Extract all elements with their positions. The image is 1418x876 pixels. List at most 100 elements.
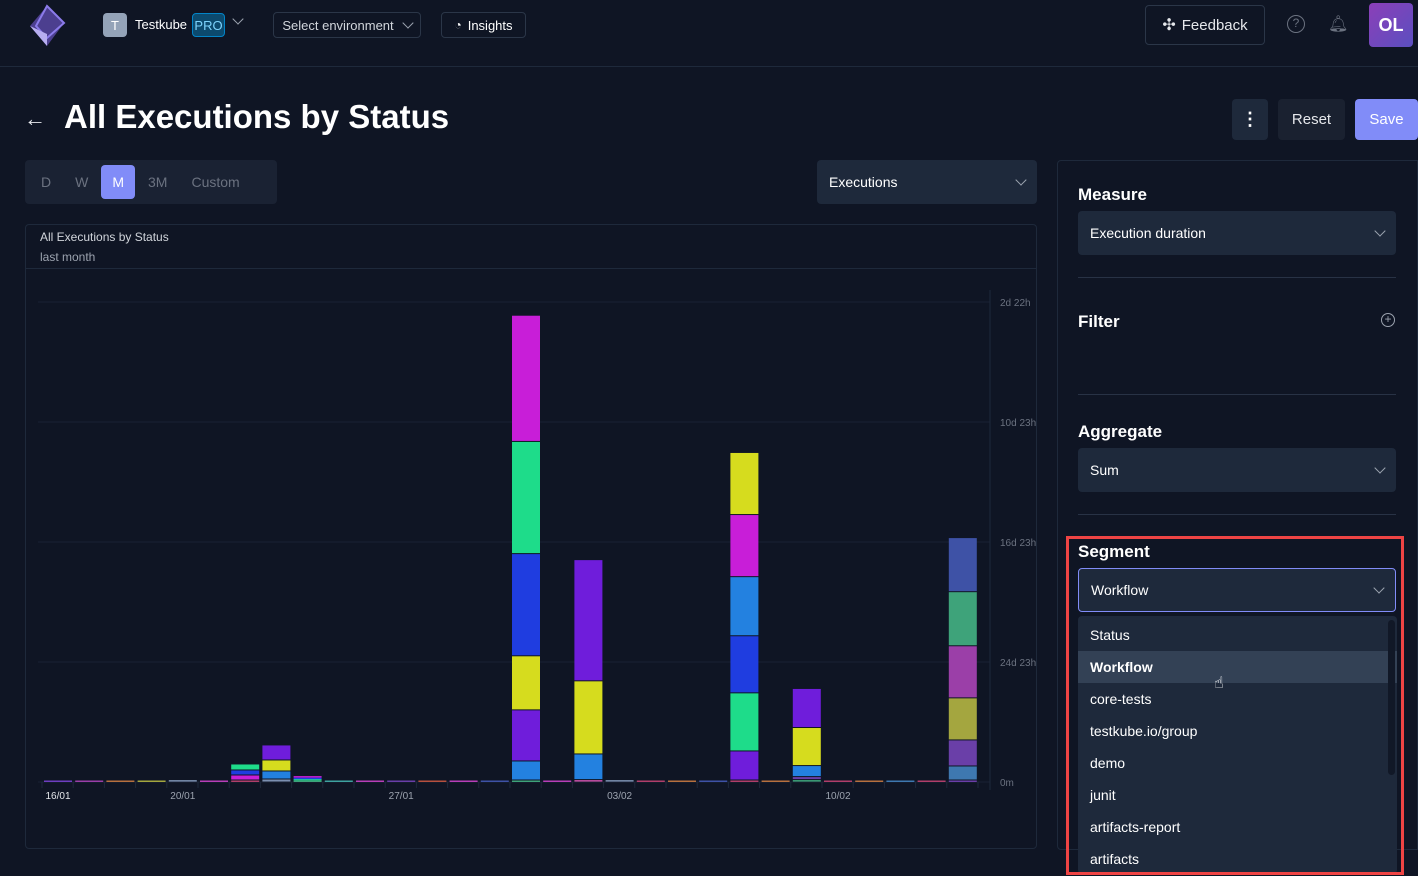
option-core-tests[interactable]: core-tests bbox=[1090, 691, 1152, 707]
bar-segment[interactable] bbox=[231, 764, 260, 770]
bar-segment[interactable] bbox=[792, 728, 821, 766]
option-artifacts-report[interactable]: artifacts-report bbox=[1090, 819, 1181, 835]
highlight-box bbox=[1066, 536, 1404, 875]
bar-segment[interactable] bbox=[574, 780, 603, 782]
option-artifacts[interactable]: artifacts bbox=[1090, 851, 1140, 867]
bar-segment[interactable] bbox=[948, 766, 977, 780]
bar-segment[interactable] bbox=[262, 771, 291, 779]
bar-segment[interactable] bbox=[948, 592, 977, 646]
bar-segment[interactable] bbox=[137, 780, 166, 782]
bar-segment[interactable] bbox=[293, 776, 322, 778]
bar-segment[interactable] bbox=[262, 779, 291, 782]
stacked-bar-chart: 0m 24d 23h 16d 23h 10d 23h 2d 22h 16/01 20/01 2… bbox=[38, 290, 1036, 802]
insights-button[interactable]: ◔ Insights bbox=[441, 12, 526, 38]
metric-select[interactable]: Executions bbox=[817, 160, 1037, 204]
bar-segment[interactable] bbox=[730, 515, 759, 577]
environment-select[interactable]: Select environment bbox=[273, 12, 421, 38]
bar-segment[interactable] bbox=[512, 315, 540, 441]
bar-segment[interactable] bbox=[948, 698, 977, 740]
bar-segment[interactable] bbox=[730, 693, 759, 751]
feedback-button[interactable]: ✣ Feedback bbox=[1145, 5, 1265, 45]
bar-segment[interactable] bbox=[699, 780, 728, 782]
bar-segment[interactable] bbox=[636, 780, 665, 782]
bar-segment[interactable] bbox=[324, 780, 353, 782]
option-junit[interactable]: junit bbox=[1090, 787, 1116, 803]
bar-segment[interactable] bbox=[824, 780, 852, 782]
bar-segment[interactable] bbox=[418, 780, 447, 782]
bar-segment[interactable] bbox=[948, 538, 977, 592]
metric-value: Executions bbox=[829, 174, 898, 190]
bar-segment[interactable] bbox=[356, 780, 384, 782]
dropdown-scrollbar[interactable] bbox=[1388, 620, 1395, 775]
bar-segment[interactable] bbox=[792, 688, 821, 728]
bar-segment[interactable] bbox=[168, 780, 197, 782]
bar-segment[interactable] bbox=[948, 646, 977, 698]
bar-segment[interactable] bbox=[917, 780, 946, 782]
bar-segment[interactable] bbox=[948, 740, 977, 766]
bar-segment[interactable] bbox=[262, 760, 291, 771]
tab-custom[interactable]: Custom bbox=[191, 174, 240, 190]
bar-segment[interactable] bbox=[512, 761, 540, 780]
bar-segment[interactable] bbox=[75, 780, 104, 782]
measure-select[interactable]: Execution duration bbox=[1078, 211, 1396, 255]
help-icon[interactable]: ? bbox=[1287, 15, 1305, 33]
bar-segment[interactable] bbox=[512, 710, 540, 761]
bar-segment[interactable] bbox=[761, 780, 790, 782]
option-workflow[interactable]: Workflow bbox=[1078, 651, 1397, 683]
kebab-menu-button[interactable]: ⋮ bbox=[1232, 99, 1268, 140]
bar-segment[interactable] bbox=[293, 778, 322, 781]
option-testkube-io-group[interactable]: testkube.io/group bbox=[1090, 723, 1198, 739]
org-name[interactable]: Testkube bbox=[135, 17, 188, 32]
tab-day[interactable]: D bbox=[41, 174, 52, 190]
add-filter-icon[interactable]: + bbox=[1381, 313, 1395, 327]
bar-segment[interactable] bbox=[792, 780, 821, 782]
bar-segment[interactable] bbox=[543, 780, 572, 782]
reset-button[interactable]: Reset bbox=[1278, 99, 1345, 140]
bar-segment[interactable] bbox=[574, 560, 603, 681]
bar-segment[interactable] bbox=[231, 775, 260, 780]
bar-segment[interactable] bbox=[792, 777, 821, 780]
tab-week[interactable]: W bbox=[75, 174, 89, 190]
option-demo[interactable]: demo bbox=[1090, 755, 1126, 771]
bar-segment[interactable] bbox=[792, 766, 821, 777]
bar-segment[interactable] bbox=[948, 780, 977, 782]
org-avatar[interactable]: T bbox=[103, 13, 127, 37]
bar-segment[interactable] bbox=[668, 780, 696, 782]
segment-select[interactable]: Workflow bbox=[1078, 568, 1396, 612]
user-avatar[interactable]: OL bbox=[1369, 3, 1413, 47]
bar-segment[interactable] bbox=[44, 780, 72, 782]
back-arrow-icon[interactable]: ← bbox=[24, 106, 46, 131]
bar-segment[interactable] bbox=[231, 770, 260, 775]
bar-segment[interactable] bbox=[262, 745, 291, 760]
bar-segment[interactable] bbox=[730, 780, 759, 782]
measure-value: Execution duration bbox=[1090, 225, 1206, 241]
bar-segment[interactable] bbox=[730, 452, 759, 515]
bar-segment[interactable] bbox=[730, 577, 759, 636]
bar-segment[interactable] bbox=[574, 681, 603, 754]
bar-segment[interactable] bbox=[293, 780, 322, 782]
aggregate-select[interactable]: Sum bbox=[1078, 448, 1396, 492]
bar-segment[interactable] bbox=[855, 780, 884, 782]
bell-icon[interactable]: 🔔︎ bbox=[1328, 16, 1349, 33]
bar-segment[interactable] bbox=[106, 780, 135, 782]
bar-segment[interactable] bbox=[512, 656, 540, 710]
tab-month[interactable]: M bbox=[101, 165, 136, 199]
bar-segment[interactable] bbox=[512, 441, 540, 554]
bar-segment[interactable] bbox=[449, 780, 478, 782]
bar-segment[interactable] bbox=[387, 780, 416, 782]
tab-3-months[interactable]: 3M bbox=[148, 174, 168, 190]
testkube-logo[interactable] bbox=[28, 4, 66, 48]
bar-segment[interactable] bbox=[574, 754, 603, 780]
bar-segment[interactable] bbox=[605, 780, 634, 782]
bar-segment[interactable] bbox=[730, 636, 759, 693]
bar-segment[interactable] bbox=[512, 780, 540, 782]
bar-segment[interactable] bbox=[512, 554, 540, 656]
save-button[interactable]: Save bbox=[1355, 99, 1418, 140]
bar-segment[interactable] bbox=[730, 751, 759, 780]
bar-segment[interactable] bbox=[480, 780, 509, 782]
bar-segment[interactable] bbox=[886, 780, 915, 782]
bar-segment[interactable] bbox=[231, 780, 260, 782]
bar-segment[interactable] bbox=[293, 777, 322, 780]
bar-segment[interactable] bbox=[200, 780, 228, 782]
option-status[interactable]: Status bbox=[1090, 627, 1130, 643]
